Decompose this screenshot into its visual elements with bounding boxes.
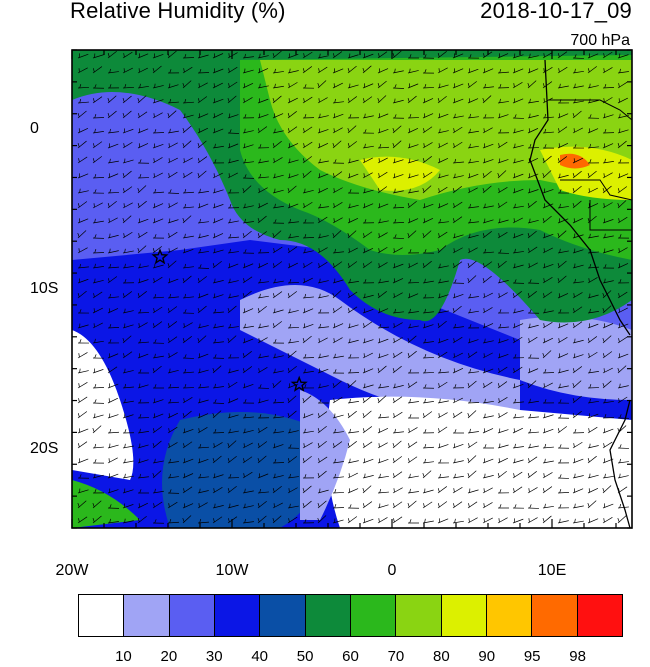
x-tick-label: 10W	[215, 562, 249, 579]
border-lines	[548, 99, 633, 231]
colorbar-swatch	[124, 595, 170, 636]
colorbar-label: 90	[478, 648, 496, 665]
colorbar-label: 98	[569, 648, 586, 665]
star-marker	[290, 375, 308, 392]
colorbar-label: 95	[523, 648, 541, 665]
colorbar-swatch	[532, 595, 578, 636]
coastline	[529, 59, 631, 529]
colorbar-swatch	[441, 595, 487, 636]
colorbar-label: 30	[205, 648, 223, 665]
map-title: Relative Humidity (%)	[70, 0, 286, 23]
colorbar-label: 50	[296, 648, 314, 665]
axis-ticks	[71, 49, 632, 529]
x-tick-label: 0	[387, 562, 397, 579]
colorbar-label: 80	[432, 648, 450, 665]
colorbar-swatch	[214, 595, 261, 636]
humidity-field	[72, 50, 632, 528]
star-marker	[151, 248, 169, 265]
colorbar-label: 20	[160, 648, 178, 665]
colorbar-label: 40	[251, 648, 268, 665]
x-tick-label: 20W	[55, 562, 89, 579]
colorbar-swatch	[577, 595, 622, 636]
colorbar-swatch	[169, 595, 215, 636]
plot-frame	[71, 49, 633, 529]
colorbar-swatch	[350, 595, 397, 636]
colorbar-label: 70	[387, 648, 405, 665]
colorbar-swatch	[305, 595, 351, 636]
colorbar-swatch	[396, 595, 442, 636]
y-tick-label: 10S	[30, 280, 59, 297]
y-tick-label: 20S	[30, 440, 59, 457]
colorbar-label: 10	[115, 648, 132, 665]
colorbar	[78, 594, 623, 637]
x-tick-label: 10E	[537, 562, 567, 579]
pressure-level-label: 700 hPa	[570, 32, 630, 49]
humidity-map	[71, 49, 633, 529]
wind-barbs	[77, 50, 630, 524]
colorbar-swatch	[260, 595, 306, 636]
y-tick-label: 0	[30, 120, 39, 137]
colorbar-swatch	[79, 595, 125, 636]
datetime-label: 2018-10-17_09	[480, 0, 632, 23]
colorbar-swatch	[486, 595, 533, 636]
colorbar-label: 60	[342, 648, 359, 665]
